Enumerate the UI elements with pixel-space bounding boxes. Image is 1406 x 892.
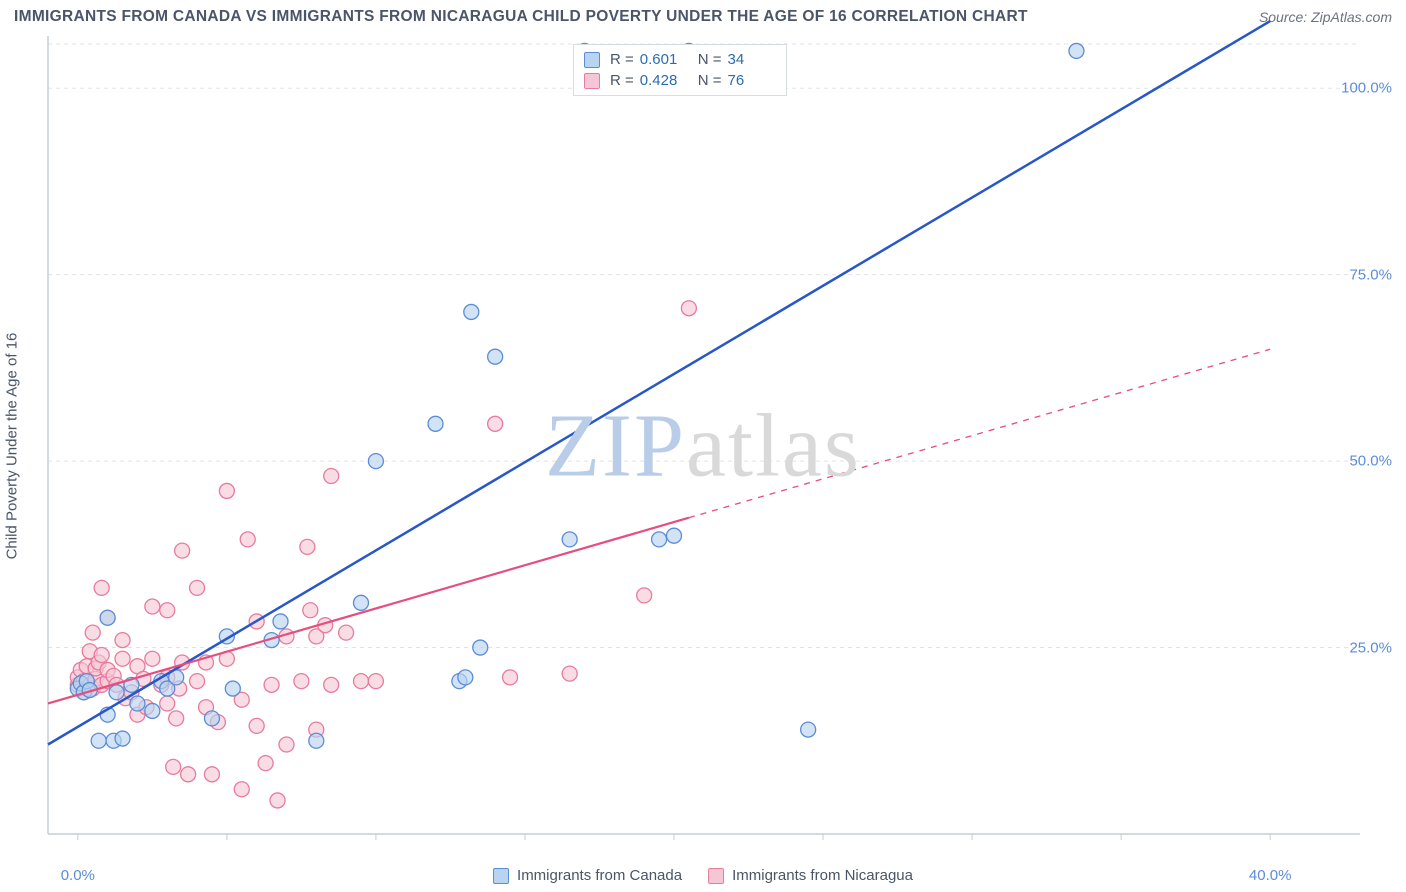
scatter-point bbox=[354, 674, 369, 689]
scatter-point bbox=[324, 469, 339, 484]
scatter-chart bbox=[0, 0, 1406, 892]
stat-n-label: N = bbox=[698, 72, 722, 89]
stat-r-value: 0.601 bbox=[640, 51, 688, 68]
legend-swatch bbox=[493, 868, 509, 884]
scatter-point bbox=[258, 756, 273, 771]
scatter-point bbox=[667, 528, 682, 543]
scatter-point bbox=[115, 633, 130, 648]
scatter-point bbox=[240, 532, 255, 547]
scatter-point bbox=[652, 532, 667, 547]
scatter-point bbox=[145, 599, 160, 614]
legend-item: Immigrants from Nicaragua bbox=[708, 867, 913, 884]
stats-swatch bbox=[584, 73, 600, 89]
scatter-point bbox=[562, 666, 577, 681]
scatter-point bbox=[160, 603, 175, 618]
scatter-point bbox=[488, 416, 503, 431]
scatter-point bbox=[190, 674, 205, 689]
scatter-point bbox=[801, 722, 816, 737]
scatter-point bbox=[85, 625, 100, 640]
scatter-point bbox=[368, 454, 383, 469]
scatter-point bbox=[354, 595, 369, 610]
scatter-point bbox=[637, 588, 652, 603]
scatter-point bbox=[175, 543, 190, 558]
trend-line bbox=[48, 21, 1270, 744]
scatter-point bbox=[100, 610, 115, 625]
scatter-point bbox=[300, 539, 315, 554]
scatter-point bbox=[279, 737, 294, 752]
legend-swatch bbox=[708, 868, 724, 884]
stat-n-label: N = bbox=[698, 51, 722, 68]
correlation-stats-box: R = 0.601 N = 34 R = 0.428 N = 76 bbox=[573, 44, 787, 96]
scatter-point bbox=[181, 767, 196, 782]
scatter-point bbox=[204, 711, 219, 726]
stat-n-value: 34 bbox=[728, 51, 776, 68]
scatter-point bbox=[473, 640, 488, 655]
bottom-legend: Immigrants from Canada Immigrants from Ni… bbox=[493, 867, 913, 884]
scatter-point bbox=[145, 651, 160, 666]
scatter-point bbox=[681, 301, 696, 316]
scatter-point bbox=[458, 670, 473, 685]
scatter-point bbox=[368, 674, 383, 689]
trend-line-extrapolated bbox=[689, 349, 1270, 517]
scatter-point bbox=[270, 793, 285, 808]
scatter-point bbox=[234, 782, 249, 797]
stat-n-value: 76 bbox=[728, 72, 776, 89]
stat-r-label: R = bbox=[610, 51, 634, 68]
scatter-point bbox=[130, 696, 145, 711]
scatter-point bbox=[309, 733, 324, 748]
scatter-point bbox=[488, 349, 503, 364]
legend-label: Immigrants from Canada bbox=[517, 867, 682, 884]
x-tick-label: 40.0% bbox=[1249, 867, 1292, 884]
scatter-point bbox=[91, 733, 106, 748]
scatter-point bbox=[428, 416, 443, 431]
scatter-point bbox=[219, 483, 234, 498]
scatter-point bbox=[115, 651, 130, 666]
scatter-point bbox=[160, 696, 175, 711]
scatter-point bbox=[169, 711, 184, 726]
scatter-point bbox=[249, 718, 264, 733]
y-tick-label: 75.0% bbox=[1349, 266, 1392, 283]
scatter-point bbox=[94, 580, 109, 595]
scatter-point bbox=[166, 759, 181, 774]
scatter-point bbox=[294, 674, 309, 689]
scatter-point bbox=[225, 681, 240, 696]
trend-line bbox=[48, 518, 689, 704]
scatter-point bbox=[204, 767, 219, 782]
scatter-point bbox=[264, 677, 279, 692]
stat-r-value: 0.428 bbox=[640, 72, 688, 89]
scatter-point bbox=[109, 685, 124, 700]
y-tick-label: 25.0% bbox=[1349, 639, 1392, 656]
legend-label: Immigrants from Nicaragua bbox=[732, 867, 913, 884]
scatter-point bbox=[1069, 43, 1084, 58]
scatter-point bbox=[503, 670, 518, 685]
scatter-point bbox=[464, 304, 479, 319]
scatter-point bbox=[303, 603, 318, 618]
scatter-point bbox=[324, 677, 339, 692]
stat-r-label: R = bbox=[610, 72, 634, 89]
x-tick-label: 0.0% bbox=[61, 867, 95, 884]
stats-row: R = 0.428 N = 76 bbox=[584, 70, 776, 91]
scatter-point bbox=[273, 614, 288, 629]
scatter-point bbox=[115, 731, 130, 746]
scatter-point bbox=[339, 625, 354, 640]
scatter-point bbox=[94, 648, 109, 663]
stats-swatch bbox=[584, 52, 600, 68]
legend-item: Immigrants from Canada bbox=[493, 867, 682, 884]
stats-row: R = 0.601 N = 34 bbox=[584, 49, 776, 70]
scatter-point bbox=[190, 580, 205, 595]
y-tick-label: 100.0% bbox=[1341, 80, 1392, 97]
scatter-point bbox=[562, 532, 577, 547]
y-tick-label: 50.0% bbox=[1349, 453, 1392, 470]
scatter-point bbox=[145, 703, 160, 718]
